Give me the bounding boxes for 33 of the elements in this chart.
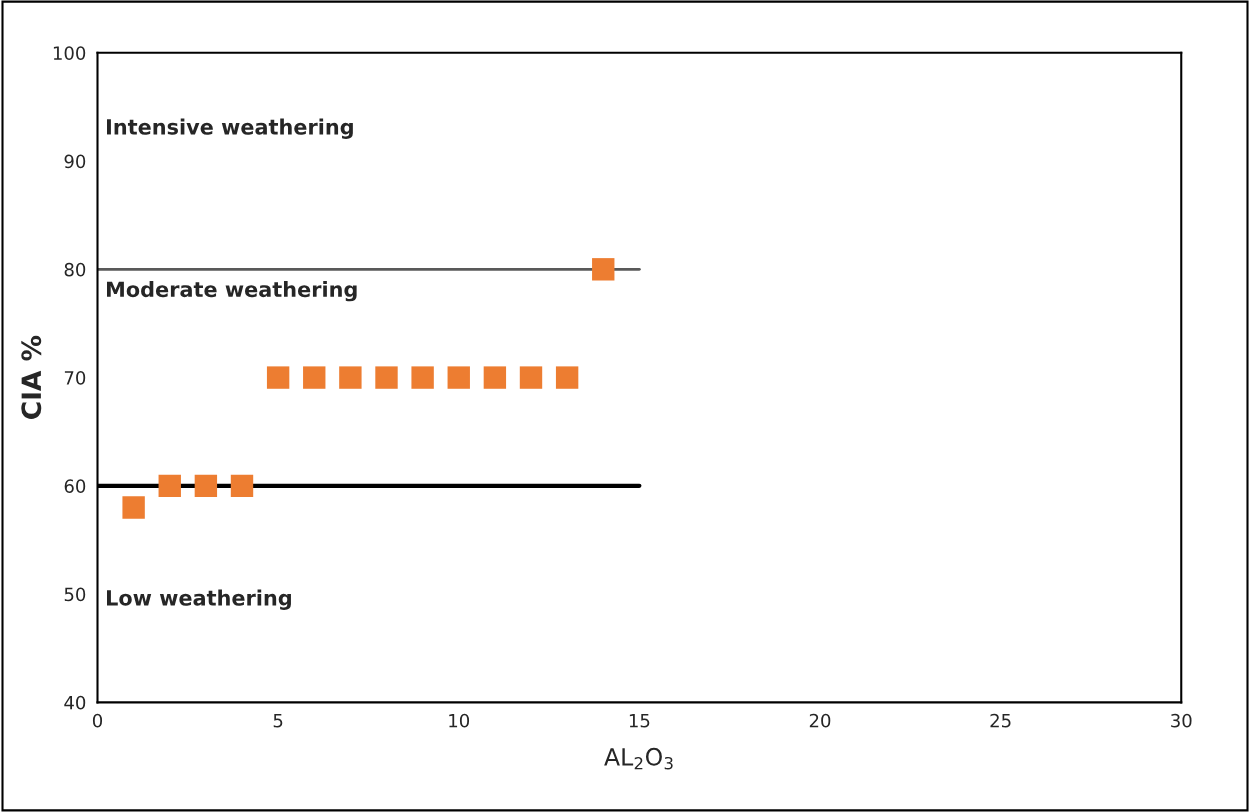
- point: [339, 366, 362, 389]
- annotation: Moderate weathering: [107, 281, 357, 302]
- x-axis-title: AL$_{2}$O$_{3}$: [604, 747, 673, 770]
- annotation: Intensive weathering: [107, 118, 353, 139]
- x-tick-label: 5: [273, 714, 283, 728]
- point: [447, 366, 470, 389]
- point: [411, 366, 434, 389]
- x-tick-label: 20: [809, 713, 831, 728]
- y-tick-label: 70: [64, 371, 86, 385]
- point: [555, 366, 579, 389]
- x-tick-label: 25: [990, 713, 1011, 728]
- x-tick-label: 15: [629, 714, 650, 728]
- point: [483, 366, 507, 389]
- point: [375, 366, 398, 389]
- annotation: Low weathering: [107, 589, 291, 610]
- y-tick-label: 50: [64, 587, 86, 602]
- x-tick-label: 0: [92, 713, 103, 728]
- point: [592, 258, 615, 281]
- point: [194, 474, 218, 498]
- point: [158, 474, 181, 498]
- point: [230, 474, 254, 498]
- x-tick-label: 30: [1171, 713, 1192, 728]
- y-axis-title: CIA %: [21, 335, 42, 419]
- x-tick-label: 10: [449, 713, 470, 728]
- y-tick-label: 80: [64, 262, 86, 277]
- y-tick-label: 60: [64, 479, 86, 493]
- y-tick-label: 90: [64, 154, 86, 169]
- y-tick-label: 40: [64, 695, 86, 710]
- point: [266, 366, 290, 389]
- point: [519, 366, 543, 389]
- point: [122, 496, 145, 519]
- point: [303, 366, 326, 389]
- y-tick-label: 100: [53, 46, 86, 60]
